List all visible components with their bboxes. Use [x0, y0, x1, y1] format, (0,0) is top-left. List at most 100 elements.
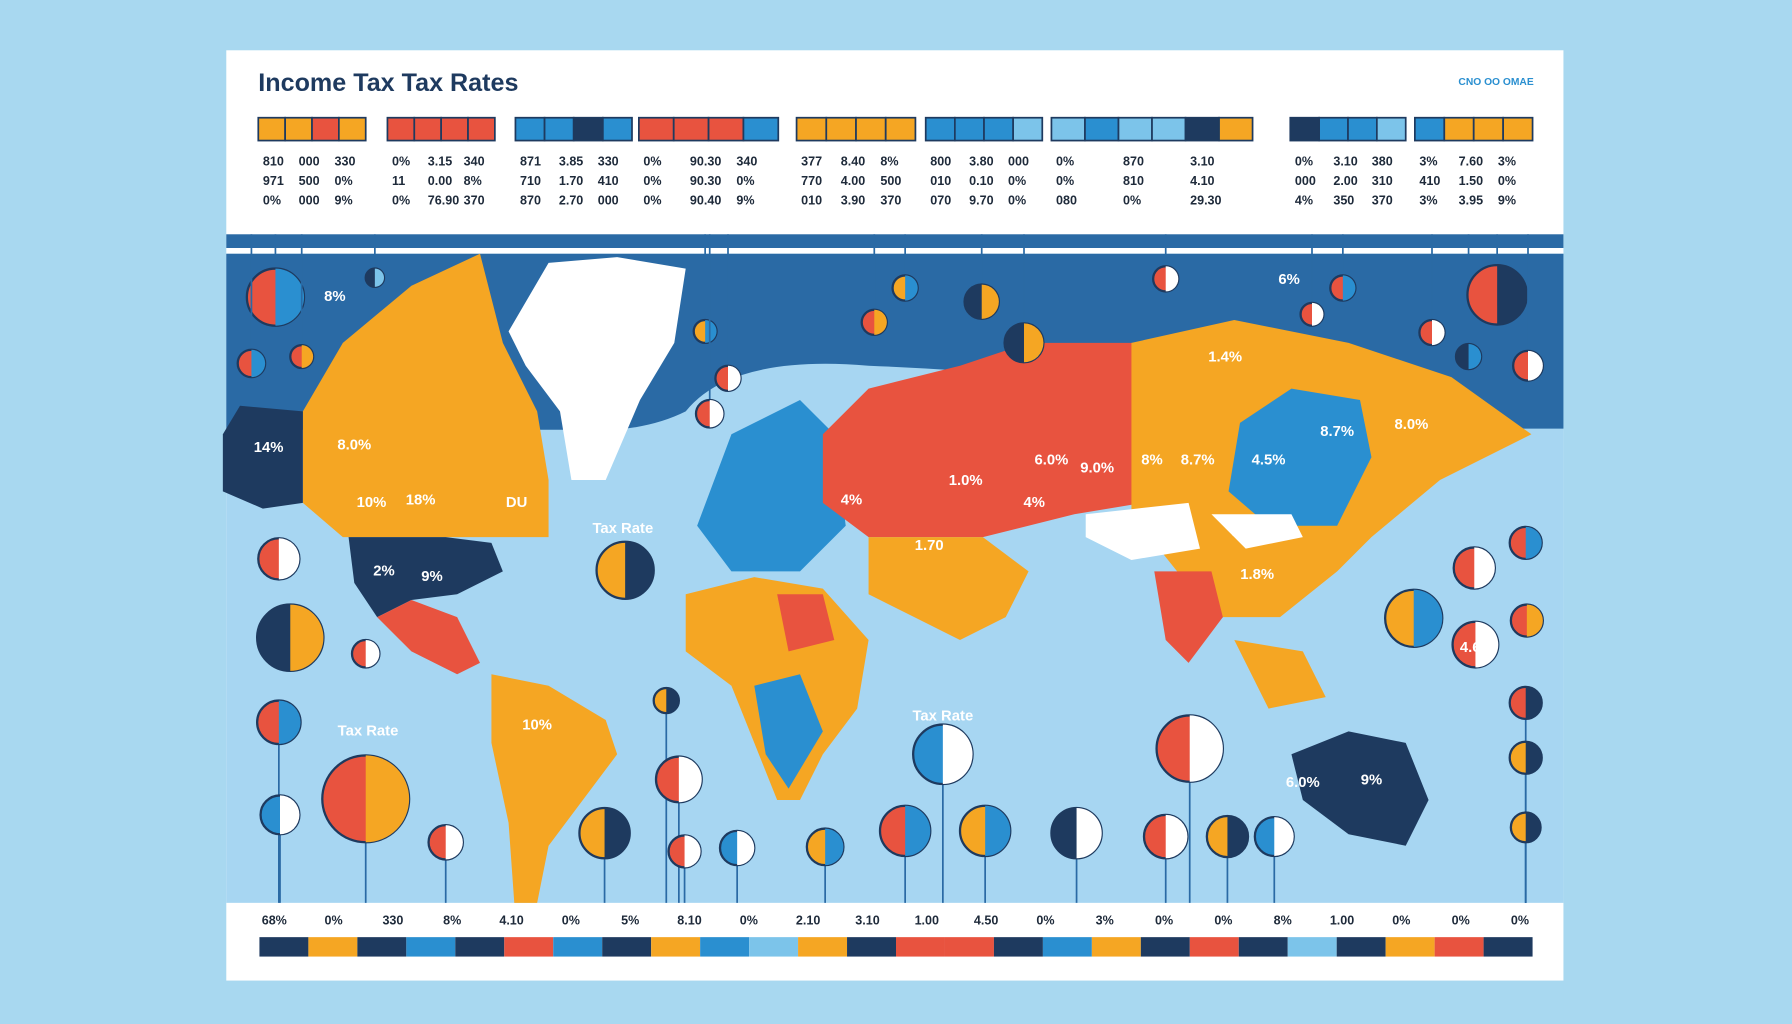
- pin-half: [1474, 547, 1495, 589]
- asia-white-2: [1211, 514, 1303, 549]
- scale-swatch: [553, 937, 603, 957]
- map-label: 8.0%: [1395, 417, 1429, 433]
- map-label: 8%: [324, 289, 345, 305]
- legend-value: 800: [930, 155, 951, 169]
- legend-swatch: [572, 116, 604, 142]
- legend-value: 90.40: [690, 193, 721, 207]
- legend-swatch: [1472, 116, 1504, 142]
- scale-label: 8%: [443, 913, 461, 927]
- legend-value: 010: [801, 193, 822, 207]
- map-label: Tax Rate: [592, 521, 653, 537]
- russia: [822, 342, 1143, 538]
- pin-half: [1274, 817, 1294, 856]
- legend-value: 070: [930, 193, 951, 207]
- legend-value: 0%: [1056, 155, 1074, 169]
- legend-swatch: [707, 116, 745, 142]
- legend-value: 0%: [736, 174, 754, 188]
- south-america: [491, 674, 618, 903]
- scale-label: 0%: [1392, 913, 1410, 927]
- scale-swatch: [1287, 937, 1337, 957]
- legend-value: 9%: [1498, 193, 1516, 207]
- scale-label: 0%: [1214, 913, 1232, 927]
- pin-half: [1165, 814, 1188, 859]
- scale-label: 8.10: [677, 913, 701, 927]
- legend-swatch: [1151, 116, 1187, 142]
- pin-half: [1525, 741, 1542, 774]
- legend-swatch: [1413, 116, 1446, 142]
- map-label: 9.0%: [1080, 460, 1114, 476]
- legend-swatch: [983, 116, 1014, 142]
- map-label: 1.70: [915, 538, 944, 554]
- scale-swatch: [1091, 937, 1141, 957]
- scale-swatch: [749, 937, 799, 957]
- legend-value: 770: [801, 174, 822, 188]
- legend-swatch: [795, 116, 828, 142]
- pin-half: [278, 538, 300, 580]
- legend-swatch: [1012, 116, 1044, 142]
- legend-value: 000: [1008, 155, 1029, 169]
- legend-value: 3.10: [1333, 155, 1357, 169]
- legend-value: 9%: [736, 193, 754, 207]
- scale-label: 5%: [621, 913, 639, 927]
- scale-swatch: [1140, 937, 1190, 957]
- scale-label: 4.10: [499, 913, 523, 927]
- pin-half: [981, 284, 999, 319]
- central-america: [377, 600, 480, 675]
- legend-value: 000: [1295, 174, 1316, 188]
- scale-swatch: [406, 937, 456, 957]
- scale-swatch: [993, 937, 1043, 957]
- map-label: 4.60: [1460, 640, 1489, 656]
- legend-swatch: [1218, 116, 1254, 142]
- legend-value: 080: [1056, 193, 1077, 207]
- legend-value: 370: [880, 193, 901, 207]
- scale-swatch: [602, 937, 652, 957]
- legend-swatch: [1289, 116, 1320, 142]
- africa-south: [754, 674, 823, 789]
- map-border: [226, 234, 1564, 248]
- legend-value: 2.70: [559, 193, 583, 207]
- pin-half: [905, 275, 918, 301]
- pin-half: [684, 835, 701, 868]
- legend-value: 3.85: [559, 155, 583, 169]
- europe: [697, 400, 846, 572]
- pin-half: [365, 755, 410, 843]
- pin-half: [985, 805, 1011, 856]
- legend-swatch: [1084, 116, 1120, 142]
- pin-half: [278, 700, 301, 744]
- legend-swatch: [338, 116, 367, 142]
- scale-label: 3.10: [855, 913, 879, 927]
- alaska: [222, 405, 303, 509]
- scale-label: 0%: [1155, 913, 1173, 927]
- middle-east: [868, 537, 1029, 640]
- map-label: 9%: [421, 569, 442, 585]
- legend-swatch: [1376, 116, 1407, 142]
- legend-swatch: [742, 116, 780, 142]
- legend-swatch: [413, 116, 442, 142]
- legend-value: 7.60: [1459, 155, 1483, 169]
- legend-value: 340: [736, 155, 757, 169]
- legend-value: 1.50: [1459, 174, 1483, 188]
- asia-white: [1085, 502, 1200, 560]
- australia: [1291, 731, 1429, 846]
- legend-swatch: [467, 116, 496, 142]
- legend-value: 90.30: [690, 174, 721, 188]
- legend-value: 3%: [1419, 155, 1437, 169]
- legend-value: 500: [299, 174, 320, 188]
- greenland: [508, 257, 686, 480]
- legend-value: 2.00: [1333, 174, 1357, 188]
- map-label: 18%: [406, 492, 436, 508]
- scale-swatch: [944, 937, 994, 957]
- scale-label: 8%: [1274, 913, 1292, 927]
- legend-value: 0%: [643, 155, 661, 169]
- legend-value: 410: [1419, 174, 1440, 188]
- map-label: 8.7%: [1320, 424, 1354, 440]
- legend-value: 3%: [1498, 155, 1516, 169]
- scale-label: 0%: [1036, 913, 1054, 927]
- legend-swatch: [637, 116, 675, 142]
- legend-swatch: [825, 116, 857, 142]
- legend-value: 0%: [1123, 193, 1141, 207]
- pin-half: [1076, 808, 1102, 859]
- scale-label: 68%: [262, 913, 287, 927]
- map-label: 8.0%: [337, 438, 371, 454]
- scale-label: 3%: [1096, 913, 1114, 927]
